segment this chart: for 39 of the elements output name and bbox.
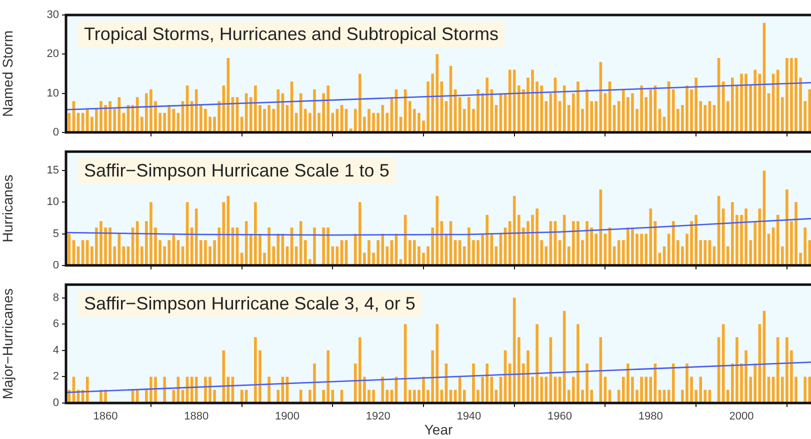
y-tick-label: 0 <box>52 397 59 410</box>
text: Tropical Storms, Hurricanes and Subtropical Storms <box>84 24 498 44</box>
y-tick-label: 0 <box>52 259 59 272</box>
y-tick-label: 0 <box>52 126 59 138</box>
y-tick-label: 15 <box>46 164 59 177</box>
x-tick-label: 1900 <box>274 410 300 423</box>
y-tick-label: 4 <box>52 344 59 356</box>
y-tick-label: 10 <box>46 196 59 208</box>
x-tick-label: 1920 <box>366 410 390 423</box>
y-tick-label: 10 <box>46 87 59 100</box>
text: Saffir−Simpson Hurricane Scale 1 to 5 <box>84 160 390 181</box>
bar <box>163 376 166 402</box>
bar <box>276 390 280 402</box>
bar <box>672 364 675 402</box>
x-tick-label: 1940 <box>456 410 482 423</box>
bar <box>804 376 807 402</box>
bar <box>222 350 226 402</box>
text: Saffir−Simpson Hurricane Scale 3, 4, or 5 <box>84 294 416 314</box>
y-tick-label: 2 <box>52 370 59 383</box>
y-tick-label: 6 <box>52 318 59 330</box>
bar <box>381 376 384 402</box>
x-tick-label: 1880 <box>184 410 209 423</box>
x-tick-label: 1960 <box>548 410 572 423</box>
bar <box>299 390 302 402</box>
bar <box>194 376 198 402</box>
y-axis-title: Major−Hurricanes <box>0 288 16 400</box>
bar <box>268 376 270 402</box>
y-tick-label: 30 <box>46 9 59 22</box>
bar <box>86 376 89 402</box>
x-tick-label: 1980 <box>638 410 663 423</box>
y-axis-title: Hurricanes <box>0 174 16 242</box>
x-tick-label: 2000 <box>729 410 754 423</box>
x-axis-title: Year <box>424 421 453 438</box>
bar <box>244 390 248 402</box>
x-tick-label: 1860 <box>93 410 118 423</box>
y-tick-label: 8 <box>52 292 59 304</box>
y-tick-label: 20 <box>46 48 59 60</box>
y-tick-label: 5 <box>52 228 59 240</box>
y-axis-title: Named Storm <box>0 30 16 117</box>
